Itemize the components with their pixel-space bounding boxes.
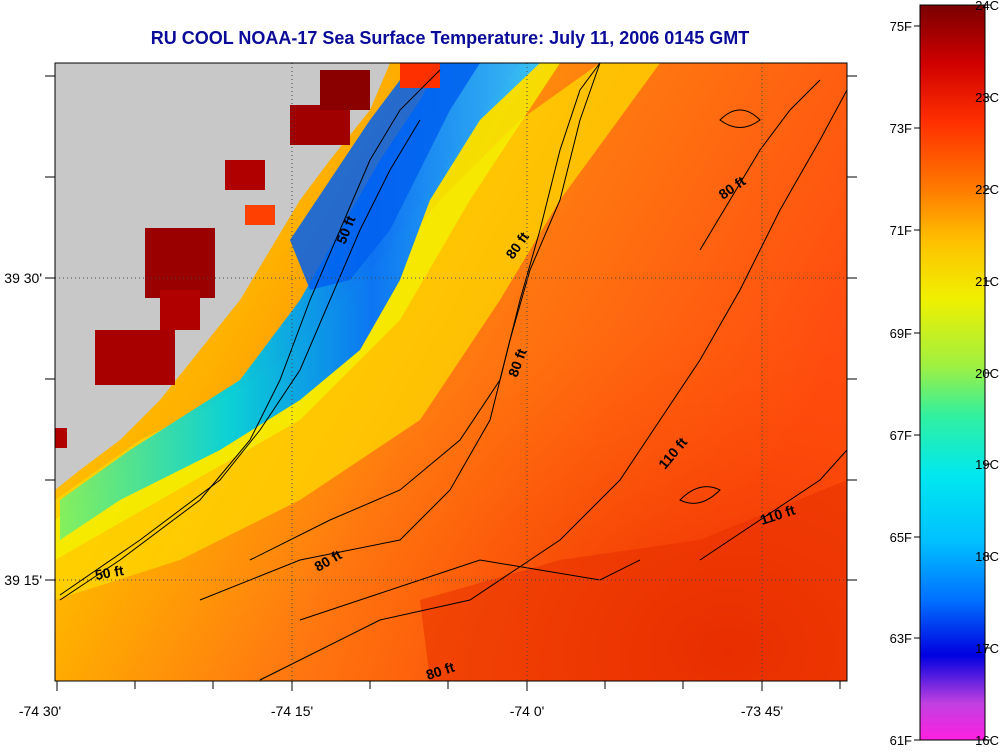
- colorbar-f-label: 75F: [890, 19, 912, 34]
- y-tick-label: 39 30': [4, 270, 42, 286]
- colorbar-c-label: 23C: [975, 90, 999, 105]
- colorbar-c-label: 16C: [975, 733, 999, 748]
- colorbar-c-label: 19C: [975, 457, 999, 472]
- colorbar-ticks: [914, 4, 991, 741]
- colorbar-c-label: 20C: [975, 366, 999, 381]
- x-tick-label: -74 30': [19, 703, 61, 719]
- colorbar-c-label: 18C: [975, 549, 999, 564]
- colorbar-f-label: 67F: [890, 428, 912, 443]
- colorbar-f-label: 65F: [890, 530, 912, 545]
- colorbar: [919, 4, 986, 741]
- colorbar-f-label: 63F: [890, 631, 912, 646]
- colorbar-f-label: 73F: [890, 121, 912, 136]
- colorbar-c-label: 24C: [975, 0, 999, 13]
- colorbar-f-label: 71F: [890, 223, 912, 238]
- map-title: RU COOL NOAA-17 Sea Surface Temperature:…: [150, 28, 750, 48]
- map-frame: [54, 62, 848, 682]
- bathymetry-contours: [59, 63, 847, 681]
- colorbar-c-label: 21C: [975, 274, 999, 289]
- colorbar-c-label: 17C: [975, 641, 999, 656]
- grid-lines: [55, 63, 847, 681]
- colorbar-c-label: 22C: [975, 182, 999, 197]
- x-tick-label: -74 0': [510, 703, 545, 719]
- contour-label: 50 ft: [94, 562, 125, 583]
- colorbar-f-label: 69F: [890, 326, 912, 341]
- colorbar-f-label: 61F: [890, 733, 912, 748]
- y-tick-label: 39 15': [4, 572, 42, 588]
- x-tick-label: -74 15': [271, 703, 313, 719]
- tick-marks: [45, 75, 857, 691]
- sst-field: [55, 63, 847, 681]
- x-tick-label: -73 45': [741, 703, 783, 719]
